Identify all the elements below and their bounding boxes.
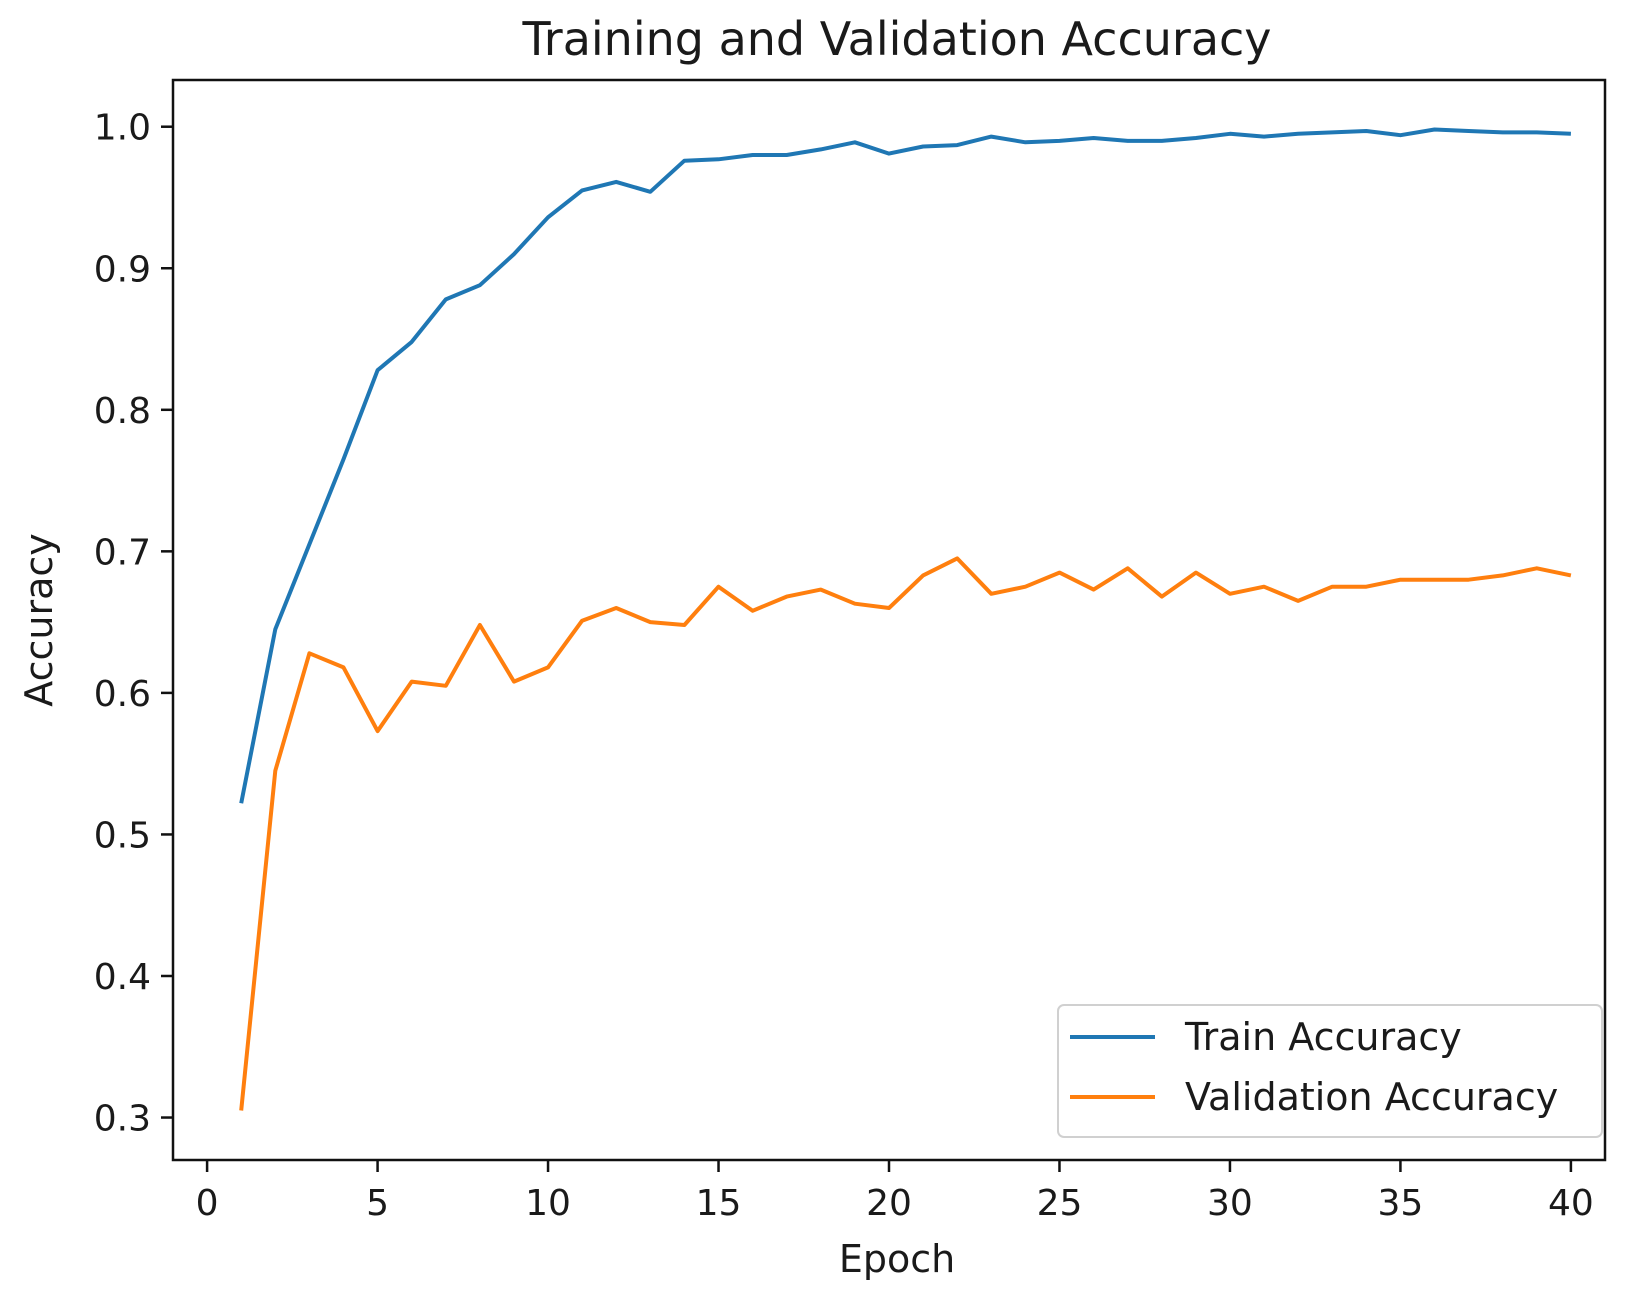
x-tick-label: 0	[196, 1183, 219, 1224]
series-line-train-accuracy	[239, 127, 1571, 804]
legend-box	[1057, 1004, 1603, 1138]
legend-label-train-accuracy: Train Accuracy	[1184, 1015, 1462, 1059]
legend-label-validation-accuracy: Validation Accuracy	[1185, 1075, 1558, 1119]
plot-frame	[171, 78, 1607, 1162]
x-tick-label: 30	[1207, 1183, 1253, 1224]
x-tick-label: 25	[1037, 1183, 1083, 1224]
chart-title: Training and Validation Accuracy	[521, 12, 1271, 66]
x-tick-label: 20	[866, 1183, 912, 1224]
series-layer	[239, 127, 1572, 1111]
y-tick-label: 0.8	[94, 391, 151, 432]
legend: Train Accuracy Validation Accuracy	[1057, 1004, 1603, 1138]
series-line-validation-accuracy	[239, 556, 1572, 1111]
x-tick-label: 5	[366, 1183, 389, 1224]
y-tick-label: 0.5	[94, 815, 151, 856]
x-tick-label: 40	[1548, 1183, 1594, 1224]
y-tick-label: 0.6	[94, 674, 151, 715]
y-axis-ticks: 0.3 0.4 0.5 0.6 0.7 0.8 0.9 1.0	[94, 108, 173, 1140]
y-axis-label: Accuracy	[17, 533, 61, 707]
x-axis-label: Epoch	[839, 1237, 955, 1281]
legend-items: Train Accuracy Validation Accuracy	[1070, 1015, 1558, 1119]
x-tick-label: 35	[1378, 1183, 1424, 1224]
y-tick-label: 0.4	[94, 957, 151, 998]
y-tick-label: 0.3	[94, 1099, 151, 1140]
y-tick-label: 1.0	[94, 108, 151, 149]
y-tick-label: 0.9	[94, 249, 151, 290]
x-axis-ticks: 0 5 10 15 20 25 30 35 40	[196, 1160, 1594, 1224]
y-tick-label: 0.7	[94, 532, 151, 573]
x-tick-label: 15	[696, 1183, 742, 1224]
x-tick-label: 10	[525, 1183, 571, 1224]
